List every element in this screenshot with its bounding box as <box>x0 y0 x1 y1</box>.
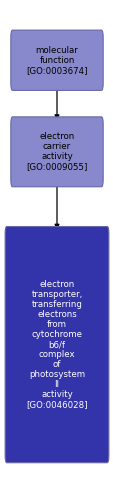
FancyBboxPatch shape <box>11 30 102 91</box>
FancyBboxPatch shape <box>5 227 108 463</box>
FancyBboxPatch shape <box>11 117 102 187</box>
Text: electron
carrier
activity
[GO:0009055]: electron carrier activity [GO:0009055] <box>26 132 87 172</box>
Text: molecular
function
[GO:0003674]: molecular function [GO:0003674] <box>26 46 87 75</box>
Text: electron
transporter,
transferring
electrons
from
cytochrome
b6/f
complex
of
pho: electron transporter, transferring elect… <box>26 280 87 409</box>
